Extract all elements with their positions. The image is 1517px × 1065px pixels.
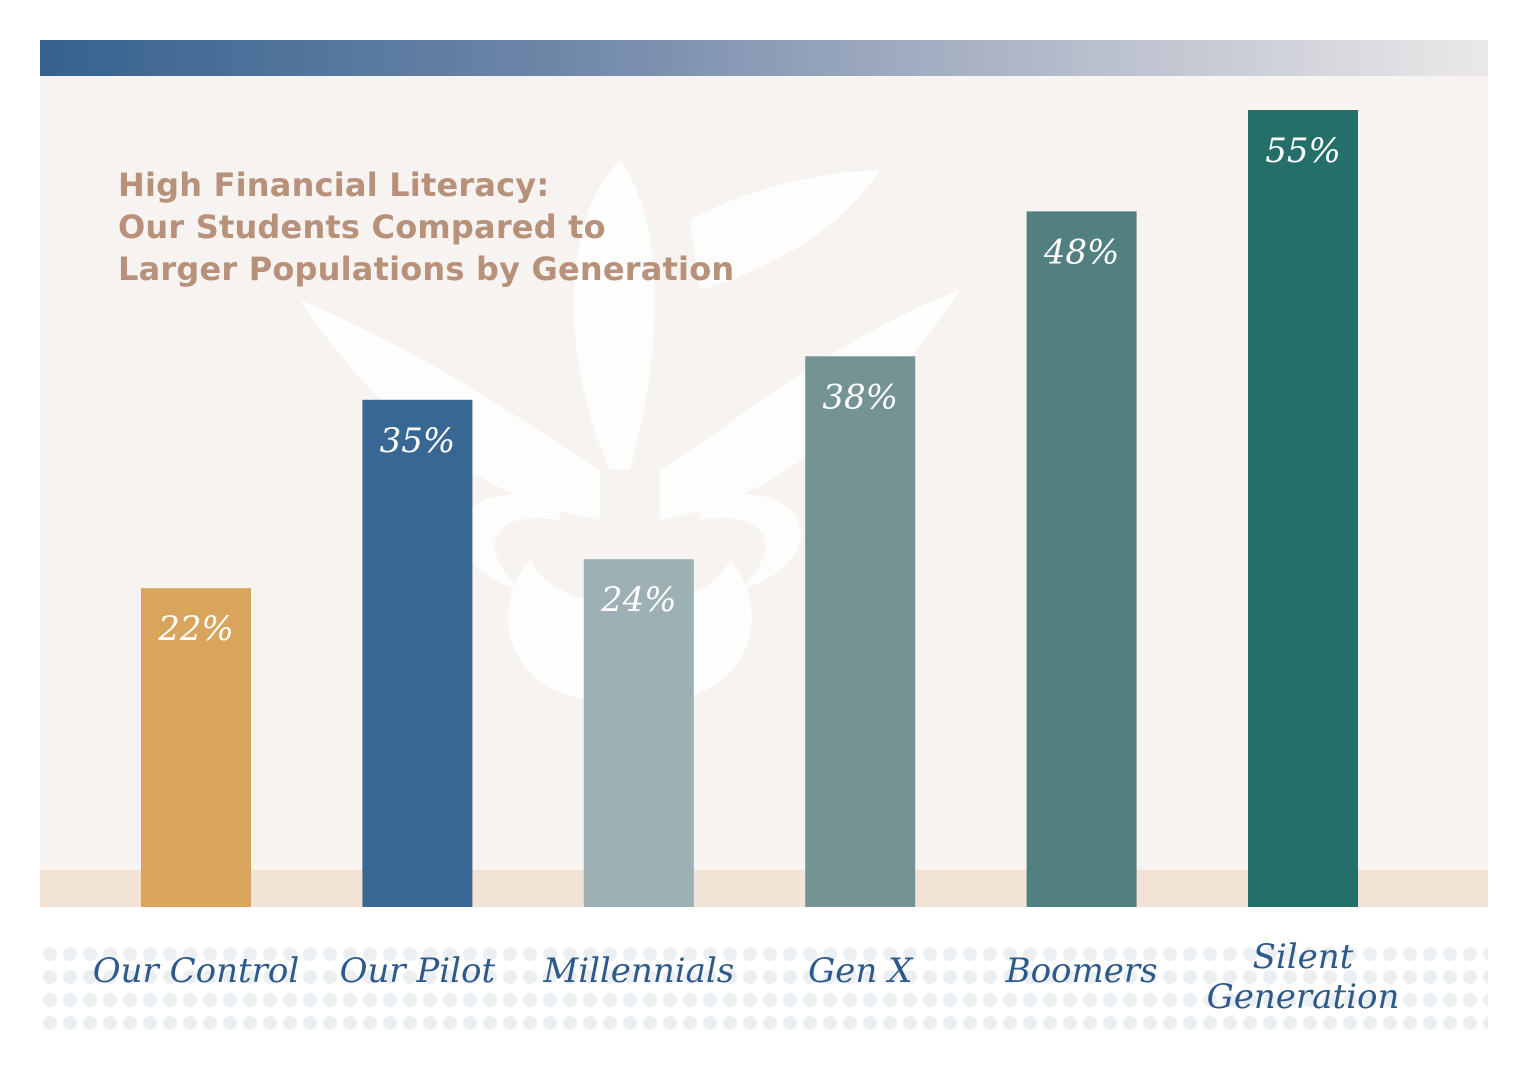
- category-labels-group: Our Control Our Pilot Millennials Gen X Boom…: [93, 937, 1400, 1017]
- bar: [583, 559, 694, 907]
- bar: [805, 356, 916, 907]
- category-label: Generation: [1207, 977, 1400, 1017]
- chart-title-line: Our Students Compared to: [118, 208, 606, 246]
- category-label: Silent: [1253, 937, 1354, 977]
- bar-value-label: 55%: [1265, 131, 1341, 171]
- dotted-footer-texture: [40, 944, 1488, 1036]
- category-label: Our Pilot: [340, 951, 496, 991]
- bar-value-label: 24%: [600, 580, 677, 620]
- value-labels-group: 22% 35% 24% 38% 48% 55%: [157, 131, 1341, 649]
- bar: [141, 588, 251, 907]
- floor-band: [40, 870, 1488, 907]
- chart-title-line: High Financial Literacy:: [118, 166, 550, 204]
- category-label: Our Control: [93, 951, 299, 991]
- chart-title-line: Larger Populations by Generation: [118, 250, 735, 288]
- bar-value-label: 35%: [380, 421, 456, 461]
- bar: [1248, 110, 1358, 907]
- bar: [362, 399, 473, 907]
- header-gradient-band: [40, 40, 1488, 76]
- category-label: Boomers: [1005, 951, 1158, 991]
- bar-value-label: 38%: [822, 377, 898, 417]
- bar-value-label: 48%: [1043, 232, 1120, 272]
- bar: [1026, 211, 1137, 907]
- chart-title: High Financial Literacy: Our Students Co…: [118, 164, 734, 290]
- bars-group: [141, 110, 1358, 907]
- category-label: Gen X: [808, 951, 914, 991]
- bar-value-label: 22%: [157, 609, 234, 649]
- category-label: Millennials: [542, 951, 734, 991]
